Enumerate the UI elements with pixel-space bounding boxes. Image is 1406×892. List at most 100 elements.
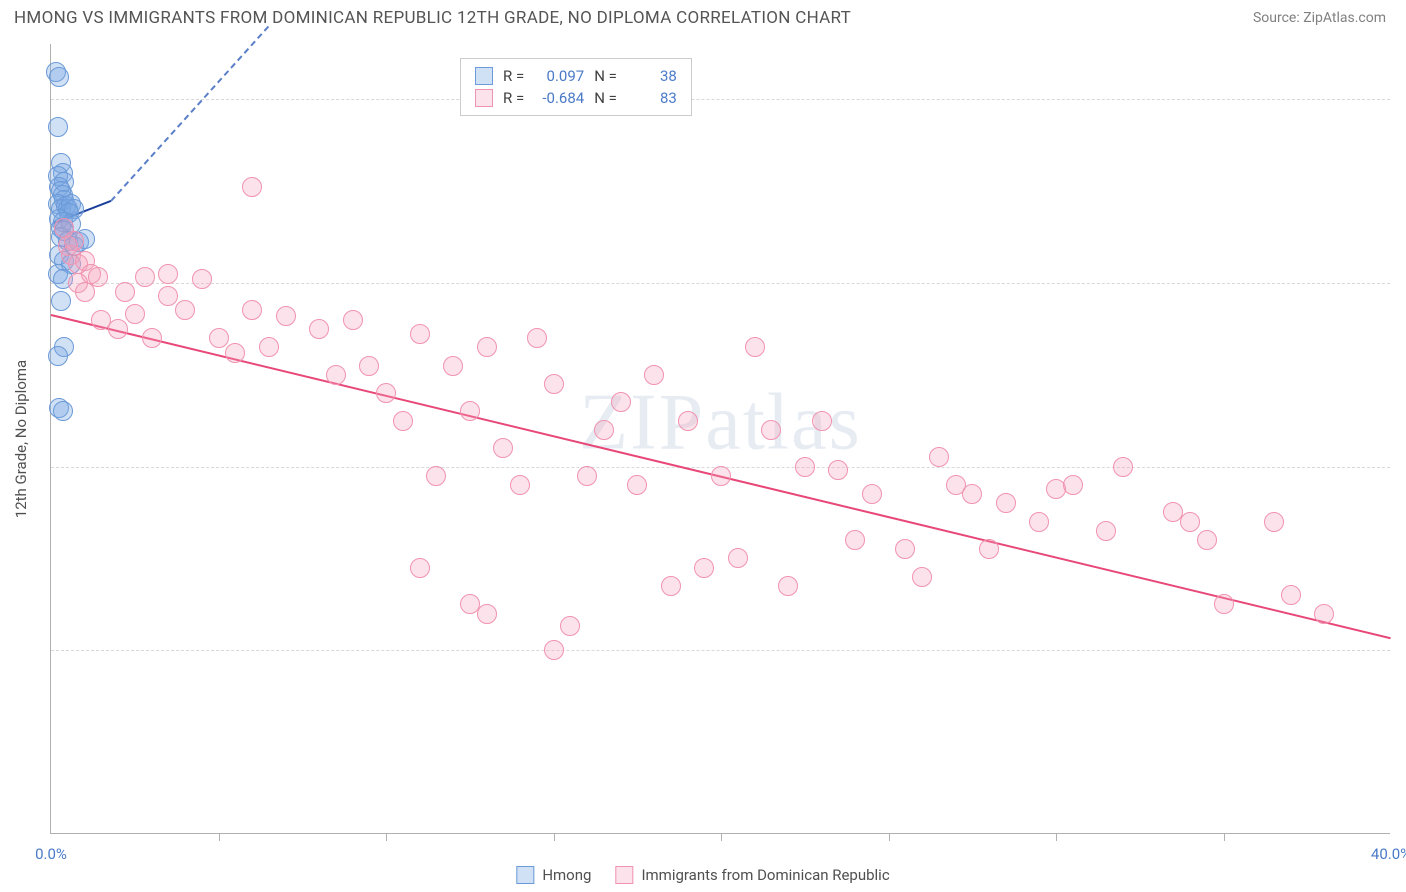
data-point <box>477 337 497 357</box>
data-point <box>135 267 155 287</box>
data-point <box>393 411 413 431</box>
data-point <box>862 484 882 504</box>
data-point <box>627 475 647 495</box>
legend-row-dr: R = -0.684 N = 83 <box>475 87 677 109</box>
data-point <box>845 530 865 550</box>
data-point <box>1096 521 1116 541</box>
legend-row-hmong: R = 0.097 N = 38 <box>475 65 677 87</box>
data-point <box>309 319 329 339</box>
data-point <box>761 420 781 440</box>
hmong-n-value: 38 <box>627 67 677 85</box>
data-point <box>745 337 765 357</box>
y-axis-label: 12th Grade, No Diploma <box>12 359 30 517</box>
data-point <box>142 328 162 348</box>
data-point <box>1029 512 1049 532</box>
xtick-minor <box>219 833 220 841</box>
dr-r-value: -0.684 <box>534 89 584 107</box>
data-point <box>376 383 396 403</box>
data-point <box>125 304 145 324</box>
data-point <box>510 475 530 495</box>
data-point <box>828 460 848 480</box>
chart-title: HMONG VS IMMIGRANTS FROM DOMINICAN REPUB… <box>14 8 851 28</box>
data-point <box>49 67 69 87</box>
data-point <box>577 466 597 486</box>
data-point <box>158 264 178 284</box>
bottom-legend-dr: Immigrants from Dominican Republic <box>615 866 889 884</box>
data-point <box>175 300 195 320</box>
data-point <box>115 282 135 302</box>
data-point <box>108 319 128 339</box>
data-point <box>1180 512 1200 532</box>
data-point <box>51 291 71 311</box>
data-point <box>778 576 798 596</box>
data-point <box>460 401 480 421</box>
data-point <box>611 392 631 412</box>
data-point <box>276 306 296 326</box>
dr-series-label: Immigrants from Dominican Republic <box>641 866 889 884</box>
chart-plot-area: 12th Grade, No Diploma ZIPatlas 70.0%80.… <box>50 44 1390 834</box>
data-point <box>53 401 73 421</box>
xtick-minor <box>889 833 890 841</box>
data-point <box>1264 512 1284 532</box>
data-point <box>912 567 932 587</box>
bottom-legend-hmong: Hmong <box>516 866 591 884</box>
data-point <box>527 328 547 348</box>
data-point <box>225 343 245 363</box>
data-point <box>242 300 262 320</box>
data-point <box>410 324 430 344</box>
data-point <box>644 365 664 385</box>
xtick-label: 0.0% <box>35 845 67 863</box>
data-point <box>1214 594 1234 614</box>
swatch-dr-icon <box>615 866 633 884</box>
stats-legend: R = 0.097 N = 38 R = -0.684 N = 83 <box>460 58 692 116</box>
data-point <box>812 411 832 431</box>
data-point <box>895 539 915 559</box>
gridline-h <box>51 99 1390 100</box>
r-label: R = <box>503 67 524 85</box>
data-point <box>443 356 463 376</box>
hmong-r-value: 0.097 <box>534 67 584 85</box>
r-label: R = <box>503 89 524 107</box>
data-point <box>1314 604 1334 624</box>
data-point <box>326 365 346 385</box>
data-point <box>192 269 212 289</box>
bottom-legend: Hmong Immigrants from Dominican Republic <box>516 866 889 884</box>
data-point <box>594 420 614 440</box>
data-point <box>694 558 714 578</box>
xtick-minor <box>386 833 387 841</box>
data-point <box>259 337 279 357</box>
xtick-minor <box>721 833 722 841</box>
data-point <box>242 177 262 197</box>
data-point <box>158 286 178 306</box>
data-point <box>678 411 698 431</box>
data-point <box>929 447 949 467</box>
gridline-h <box>51 650 1390 651</box>
legend-swatch-dr <box>475 89 493 107</box>
data-point <box>48 117 68 137</box>
data-point <box>1063 475 1083 495</box>
data-point <box>661 576 681 596</box>
trend-dash <box>111 26 270 202</box>
gridline-h <box>51 283 1390 284</box>
n-label: N = <box>594 89 617 107</box>
n-label: N = <box>594 67 617 85</box>
data-point <box>209 328 229 348</box>
xtick-minor <box>1224 833 1225 841</box>
data-point <box>1113 457 1133 477</box>
data-point <box>343 310 363 330</box>
data-point <box>996 493 1016 513</box>
source-label: Source: ZipAtlas.com <box>1253 10 1386 26</box>
xtick-minor <box>1056 833 1057 841</box>
data-point <box>1197 530 1217 550</box>
data-point <box>48 346 68 366</box>
data-point <box>477 604 497 624</box>
hmong-series-label: Hmong <box>542 866 591 884</box>
data-point <box>560 616 580 636</box>
data-point <box>410 558 430 578</box>
data-point <box>979 539 999 559</box>
xtick-label: 40.0% <box>1371 845 1406 863</box>
data-point <box>1281 585 1301 605</box>
dr-n-value: 83 <box>627 89 677 107</box>
data-point <box>962 484 982 504</box>
data-point <box>359 356 379 376</box>
